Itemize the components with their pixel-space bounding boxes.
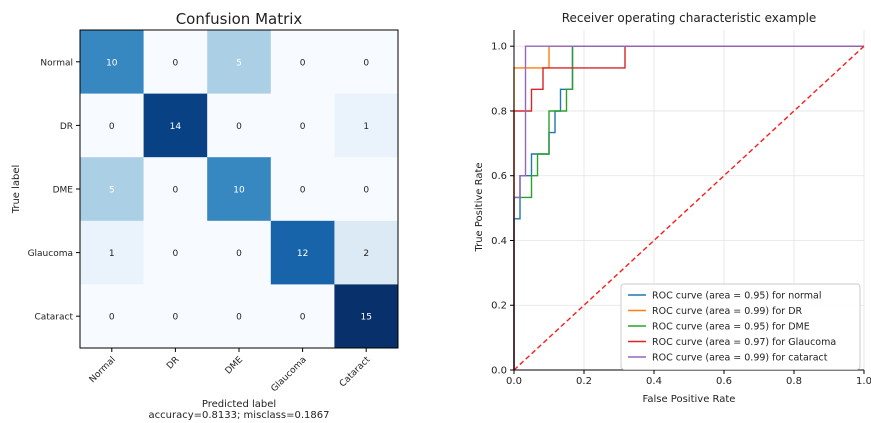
matrix-cell-value: 1 <box>363 122 369 132</box>
roc-legend: ROC curve (area = 0.95) for normal ROC cu… <box>620 283 861 370</box>
matrix-cell <box>80 93 145 158</box>
matrix-cell-value: 14 <box>170 122 182 132</box>
y-tick-label: 0.2 <box>491 301 507 312</box>
legend-label: ROC curve (area = 0.99) for DR <box>652 306 803 317</box>
legend-box <box>620 283 861 370</box>
matrix-cell <box>143 93 208 158</box>
matrix-cell-value: 5 <box>109 186 115 196</box>
roc-axes: 0.0 0.2 0.4 0.6 0.8 1.0 0.0 0.2 0.4 0.6 0.8 1.0 <box>491 30 871 387</box>
matrix-cell-value: 0 <box>300 313 306 323</box>
x-tick-label: 0.6 <box>716 376 732 387</box>
x-tick-label: Normal <box>88 355 118 385</box>
matrix-cell-value: 15 <box>360 313 371 323</box>
roc-series-line <box>513 45 864 370</box>
matrix-cell <box>143 157 208 222</box>
matrix-cell-value: 10 <box>106 58 118 68</box>
y-tick-label: Normal <box>40 58 73 68</box>
y-tick-label: DME <box>53 186 74 196</box>
matrix-cell <box>334 93 399 158</box>
matrix-cell <box>143 284 208 349</box>
confusion-matrix-panel: Confusion Matrix 10 0 5 0 00 14 0 0 15 0 10 0 01 0 0 12… <box>11 10 399 421</box>
matrix-cell <box>270 93 335 158</box>
x-tick-label: DME <box>224 355 246 377</box>
roc-xlabel: False Positive Rate <box>643 394 736 405</box>
y-tick-label: Cataract <box>34 313 73 323</box>
x-tick-label: 1.0 <box>856 376 871 387</box>
x-tick-label: 0.8 <box>786 376 802 387</box>
legend-label: ROC curve (area = 0.95) for normal <box>652 291 822 302</box>
confusion-matrix-xlabel: Predicted label <box>202 399 276 410</box>
matrix-cell <box>270 284 335 349</box>
matrix-cell <box>207 220 272 285</box>
matrix-cell <box>207 93 272 158</box>
roc-title: Receiver operating characteristic exampl… <box>562 11 817 25</box>
y-tick-label: 0.0 <box>491 366 507 377</box>
x-tick-label: DR <box>165 355 181 371</box>
y-tick-label: 0.6 <box>491 171 507 182</box>
matrix-cell <box>270 30 335 95</box>
roc-panel: Receiver operating characteristic exampl… <box>474 11 871 405</box>
matrix-cell <box>80 30 145 95</box>
matrix-cell <box>207 30 272 95</box>
matrix-cell-value: 0 <box>363 186 369 196</box>
y-tick-label: 0.4 <box>491 236 507 247</box>
matrix-cell <box>143 220 208 285</box>
matrix-cell-value: 0 <box>173 313 179 323</box>
matrix-cell-value: 5 <box>236 58 242 68</box>
matrix-cell-value: 12 <box>297 249 308 259</box>
y-tick-label: Glaucoma <box>28 249 73 259</box>
matrix-cell <box>80 284 145 349</box>
matrix-cell-value: 0 <box>173 58 179 68</box>
matrix-cell-value: 0 <box>236 122 242 132</box>
matrix-cell <box>207 284 272 349</box>
confusion-matrix-title: Confusion Matrix <box>176 10 303 28</box>
matrix-cell <box>334 284 399 349</box>
confusion-matrix-ylabel: True label <box>11 165 22 215</box>
matrix-cell-value: 0 <box>363 58 369 68</box>
y-tick-label: 1.0 <box>491 42 507 53</box>
matrix-cell-value: 0 <box>300 58 306 68</box>
matrix-cell-value: 0 <box>300 186 306 196</box>
matrix-cell <box>334 220 399 285</box>
matrix-cell <box>80 157 145 222</box>
confusion-matrix-cells: 10 0 5 0 00 14 0 0 15 0 10 0 01 0 0 12 20 0 0 0 15 <box>80 30 399 349</box>
x-tick-label: 0.4 <box>646 376 662 387</box>
matrix-cell <box>334 157 399 222</box>
matrix-cell-value: 0 <box>173 186 179 196</box>
x-tick-label: 0.2 <box>576 376 592 387</box>
roc-ylabel: True Positive Rate <box>474 162 485 252</box>
matrix-cell <box>143 30 208 95</box>
matrix-cell <box>207 157 272 222</box>
matrix-cell-value: 0 <box>300 122 306 132</box>
matrix-cell-value: 2 <box>363 249 369 259</box>
roc-series-line <box>513 45 864 370</box>
confusion-matrix-xlabel-sub: accuracy=0.8133; misclass=0.1867 <box>149 410 330 421</box>
legend-label: ROC curve (area = 0.95) for DME <box>652 322 810 333</box>
matrix-cell-value: 0 <box>236 249 242 259</box>
matrix-cell-value: 0 <box>109 313 115 323</box>
matrix-cell <box>334 30 399 95</box>
x-tick-label: Glaucoma <box>270 355 309 394</box>
legend-label: ROC curve (area = 0.99) for cataract <box>652 353 828 364</box>
matrix-cell <box>270 220 335 285</box>
legend-label: ROC curve (area = 0.97) for Glaucoma <box>652 337 836 348</box>
matrix-cell <box>80 220 145 285</box>
y-tick-label: 0.8 <box>491 106 507 117</box>
matrix-cell-value: 0 <box>173 249 179 259</box>
matrix-cell-value: 10 <box>233 186 245 196</box>
matrix-cell <box>270 157 335 222</box>
matrix-cell-value: 0 <box>109 122 115 132</box>
x-tick-label: 0.0 <box>506 376 522 387</box>
matrix-cell-value: 1 <box>109 249 115 259</box>
x-tick-label: Cataract <box>338 355 373 390</box>
matrix-cell-value: 0 <box>236 313 242 323</box>
y-tick-label: DR <box>60 122 73 132</box>
